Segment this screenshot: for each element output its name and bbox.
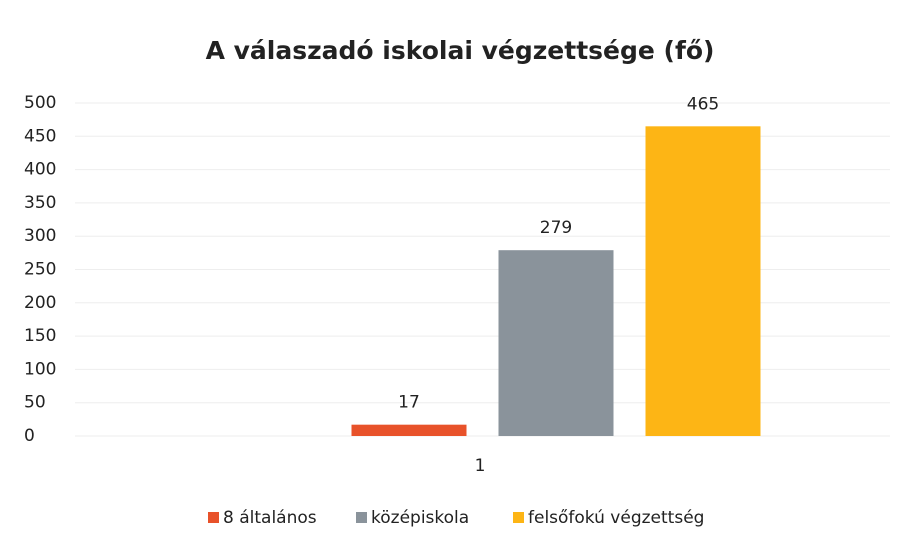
- y-tick-label: 400: [24, 160, 56, 180]
- y-tick-label: 250: [24, 260, 56, 280]
- y-tick-label: 0: [24, 426, 35, 446]
- y-tick-label: 450: [24, 126, 56, 146]
- y-tick-label: 200: [24, 293, 56, 313]
- legend-label: felsőfokú végzettség: [528, 508, 704, 528]
- legend-label: 8 általános: [223, 508, 317, 528]
- bar: [645, 126, 761, 436]
- y-tick-label: 500: [24, 93, 56, 113]
- y-tick-label: 100: [24, 359, 56, 379]
- legend-swatch: [356, 512, 367, 523]
- x-tick-label: 1: [475, 456, 486, 476]
- legend-label: középiskola: [371, 508, 469, 528]
- y-tick-label: 300: [24, 226, 56, 246]
- legend-swatch: [208, 512, 219, 523]
- data-label: 465: [687, 94, 719, 114]
- bar: [498, 250, 614, 436]
- data-label: 279: [540, 218, 572, 238]
- chart-title: A válaszadó iskolai végzettsége (fő): [206, 36, 715, 65]
- y-tick-label: 150: [24, 326, 56, 346]
- legend-swatch: [513, 512, 524, 523]
- data-label: 17: [398, 393, 420, 413]
- y-tick-label: 350: [24, 193, 56, 213]
- y-tick-label: 50: [24, 393, 46, 413]
- bar: [351, 424, 467, 436]
